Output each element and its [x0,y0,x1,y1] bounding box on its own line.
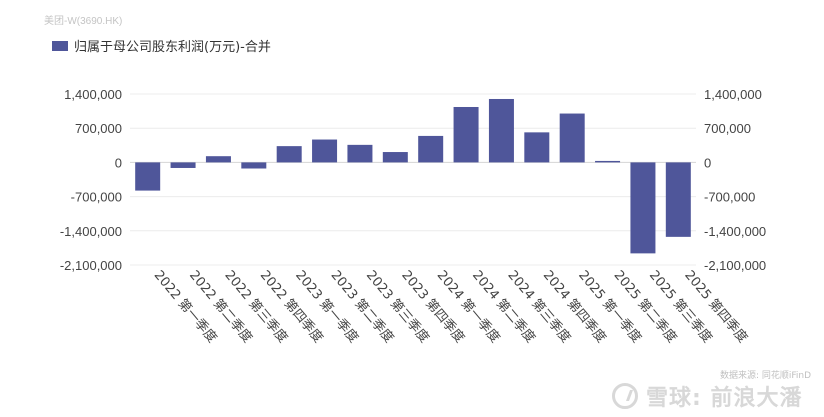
x-tick-label: 2025 第一季度 [575,267,645,346]
bar [382,152,408,163]
y-tick-label-right: 0 [704,155,711,170]
legend-swatch [52,40,68,51]
y-tick-label-left: -700,000 [71,190,122,205]
stock-watermark: 美团-W(3690.HK) [44,16,123,27]
x-tick-label: 2024 第四季度 [540,267,610,346]
bar [418,135,444,163]
y-tick-label-right: -2,100,000 [704,258,766,273]
x-tick-label: 2023 第二季度 [327,267,397,346]
bar [135,162,161,191]
bar [205,156,231,163]
x-tick-label: 2022 第三季度 [221,267,291,346]
y-tick-label-left: -1,400,000 [60,224,122,239]
x-tick-label: 2023 第一季度 [292,267,362,346]
x-tick-label: 2025 第三季度 [646,267,716,346]
y-tick-label-left: 700,000 [75,121,122,136]
legend-label: 归属于母公司股东利润(万元)-合并 [74,40,271,55]
y-tick-label-right: -1,400,000 [704,224,766,239]
x-tick-label: 2023 第四季度 [398,267,468,346]
x-tick-label: 2025 第二季度 [610,267,680,346]
bars [135,98,691,254]
x-tick-label: 2023 第三季度 [363,267,433,346]
bar [595,160,621,163]
bar [665,162,691,237]
chart-legend: 归属于母公司股东利润(万元)-合并 [52,36,271,55]
y-tick-label-right: -700,000 [704,190,755,205]
brand-watermark: 雪球: 前浪大潘 [612,380,802,412]
y-axis-right: 1,400,000 700,000 0 -700,000 -1,400,000 -2,10… [704,87,766,273]
bar [276,146,302,163]
y-tick-label-left: 1,400,000 [64,87,122,102]
x-tick-label: 2024 第二季度 [469,267,539,346]
x-tick-label: 2025 第四季度 [681,267,751,346]
snowball-logo-icon [612,383,638,409]
bar [630,162,656,254]
y-tick-label-left: -2,100,000 [60,258,122,273]
x-tick-label: 2024 第三季度 [504,267,574,346]
y-tick-label-right: 700,000 [704,121,751,136]
data-source: 数据来源: 同花顺iFinD [720,371,812,381]
bar [453,106,479,163]
bar [312,139,338,163]
y-tick-label-left: 0 [115,155,122,170]
gridlines [130,93,696,266]
y-tick-label-right: 1,400,000 [704,87,762,102]
bar [488,98,514,163]
bar [559,113,585,163]
brand-text: 雪球: 前浪大潘 [646,386,803,411]
bar [241,162,267,169]
y-axis-left: 1,400,000 700,000 0 -700,000 -1,400,000 -2,10… [60,87,122,273]
bar [347,144,373,163]
bar [524,132,550,163]
x-tick-label: 2024 第一季度 [434,267,504,346]
x-tick-label: 2022 第一季度 [151,267,221,346]
bar [170,162,196,168]
x-tick-label: 2022 第二季度 [186,267,256,346]
x-tick-label: 2022 第四季度 [257,267,327,346]
